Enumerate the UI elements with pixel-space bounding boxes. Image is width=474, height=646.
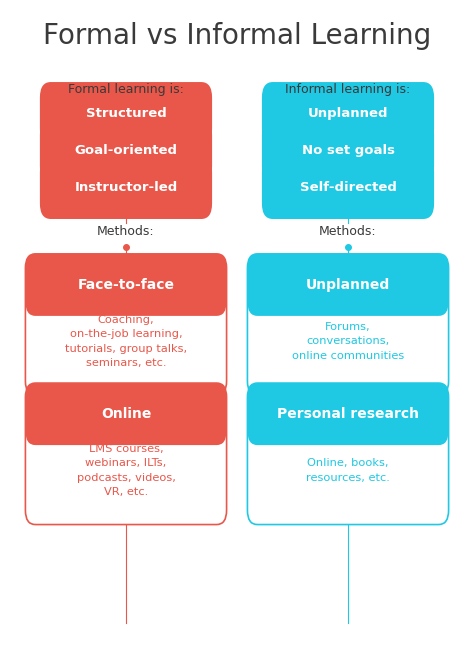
Text: Informal learning is:: Informal learning is: (285, 83, 410, 96)
FancyBboxPatch shape (26, 383, 227, 525)
Text: Unplanned: Unplanned (308, 107, 388, 120)
Text: LMS courses,
webinars, ILTs,
podcasts, videos,
VR, etc.: LMS courses, webinars, ILTs, podcasts, v… (77, 444, 175, 497)
FancyBboxPatch shape (247, 254, 448, 316)
FancyBboxPatch shape (26, 254, 227, 316)
Text: Structured: Structured (86, 107, 166, 120)
Text: Unplanned: Unplanned (306, 278, 390, 292)
Bar (36, 285, 217, 302)
FancyBboxPatch shape (26, 254, 227, 395)
FancyBboxPatch shape (262, 82, 434, 144)
FancyBboxPatch shape (40, 157, 212, 219)
Text: Self-directed: Self-directed (300, 182, 396, 194)
FancyBboxPatch shape (262, 157, 434, 219)
Text: Face-to-face: Face-to-face (77, 278, 174, 292)
FancyBboxPatch shape (40, 82, 212, 144)
Text: Coaching,
on-the-job learning,
tutorials, group talks,
seminars, etc.: Coaching, on-the-job learning, tutorials… (65, 315, 187, 368)
Text: No set goals: No set goals (301, 144, 394, 157)
Text: Online: Online (101, 407, 151, 421)
Text: Formal vs Informal Learning: Formal vs Informal Learning (43, 21, 431, 50)
FancyBboxPatch shape (40, 120, 212, 182)
FancyBboxPatch shape (262, 120, 434, 182)
Bar (36, 414, 217, 431)
Text: Goal-oriented: Goal-oriented (74, 144, 177, 157)
Text: Methods:: Methods: (319, 225, 377, 238)
FancyBboxPatch shape (247, 254, 448, 395)
Bar (257, 285, 438, 302)
Text: Forums,
conversations,
online communities: Forums, conversations, online communitie… (292, 322, 404, 361)
Bar (257, 414, 438, 431)
FancyBboxPatch shape (26, 383, 227, 445)
Text: Formal learning is:: Formal learning is: (68, 83, 184, 96)
FancyBboxPatch shape (247, 383, 448, 445)
Text: Methods:: Methods: (97, 225, 155, 238)
Text: Instructor-led: Instructor-led (74, 182, 178, 194)
Text: Online, books,
resources, etc.: Online, books, resources, etc. (306, 459, 390, 483)
Text: Personal research: Personal research (277, 407, 419, 421)
FancyBboxPatch shape (247, 383, 448, 525)
